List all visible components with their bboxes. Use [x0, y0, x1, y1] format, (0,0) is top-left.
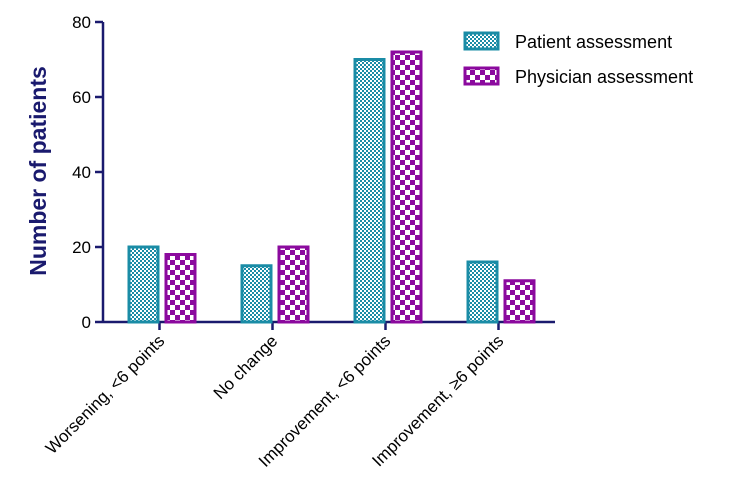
legend-swatch	[463, 66, 500, 86]
y-tick-label: 80	[72, 13, 91, 32]
bar-physician	[277, 245, 310, 324]
bar-physician	[390, 50, 423, 324]
bar-physician	[164, 253, 197, 324]
x-axis: Worsening, <6 points No changeImprovement…	[42, 320, 555, 471]
bar-patient	[353, 58, 386, 324]
y-tick-label: 40	[72, 163, 91, 182]
legend-label: Patient assessment	[515, 32, 672, 52]
legend-label: Physician assessment	[515, 67, 693, 87]
bar-patient	[240, 264, 273, 324]
y-axis: 0 20 40 60 80	[72, 13, 105, 332]
bar-physician	[503, 279, 536, 324]
bar-patient	[127, 245, 160, 324]
y-tick-label: 0	[82, 313, 91, 332]
legend-swatch	[463, 31, 500, 51]
legend: Patient assessment Physician assessment	[463, 31, 693, 87]
x-category-label: Improvement, <6 points	[255, 331, 394, 470]
y-tick-label: 60	[72, 88, 91, 107]
x-category-label: No change	[210, 331, 282, 403]
y-tick-label: 20	[72, 238, 91, 257]
bar-patient	[466, 260, 499, 324]
x-category-label: Improvement, ≥6 points	[368, 331, 507, 470]
bars-group	[127, 50, 536, 324]
y-axis-title: Number of patients	[25, 66, 51, 276]
x-category-label: Worsening, <6 points	[42, 331, 168, 457]
